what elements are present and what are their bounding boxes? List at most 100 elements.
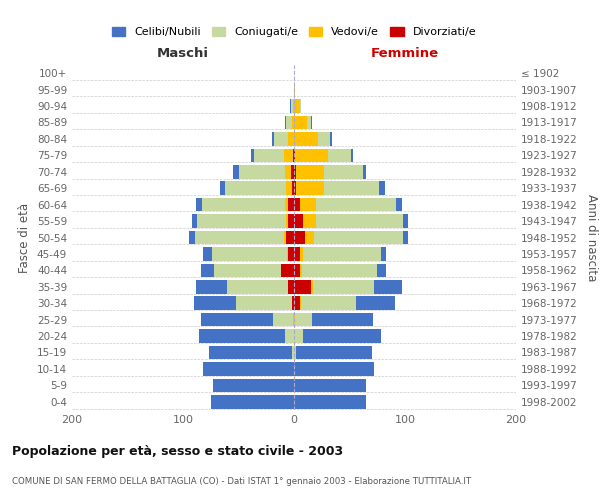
- Bar: [192, 214, 197, 228]
- Bar: [316, 214, 403, 228]
- Bar: [294, 165, 296, 178]
- Bar: [197, 214, 286, 228]
- Bar: [374, 280, 401, 293]
- Bar: [380, 247, 386, 260]
- Bar: [202, 198, 285, 211]
- Text: COMUNE DI SAN FERMO DELLA BATTAGLIA (CO) - Dati ISTAT 1° gennaio 2003 - Elaboraz: COMUNE DI SAN FERMO DELLA BATTAGLIA (CO)…: [12, 478, 471, 486]
- Bar: [296, 165, 324, 178]
- Bar: [286, 116, 292, 129]
- Bar: [303, 247, 380, 260]
- Bar: [316, 198, 396, 211]
- Bar: [285, 165, 290, 178]
- Bar: [212, 247, 287, 260]
- Bar: [296, 346, 372, 359]
- Bar: [285, 330, 294, 343]
- Bar: [281, 264, 294, 277]
- Bar: [254, 148, 284, 162]
- Bar: [292, 346, 294, 359]
- Bar: [273, 313, 293, 326]
- Bar: [293, 100, 294, 113]
- Bar: [294, 231, 305, 244]
- Bar: [284, 148, 293, 162]
- Bar: [356, 296, 395, 310]
- Bar: [286, 231, 294, 244]
- Bar: [292, 182, 294, 195]
- Bar: [289, 214, 294, 228]
- Bar: [227, 280, 289, 293]
- Bar: [296, 182, 324, 195]
- Text: Maschi: Maschi: [157, 47, 209, 60]
- Legend: Celibi/Nubili, Coniugati/e, Vedovi/e, Divorziati/e: Celibi/Nubili, Coniugati/e, Vedovi/e, Di…: [107, 22, 481, 42]
- Bar: [293, 313, 294, 326]
- Bar: [299, 100, 301, 113]
- Bar: [289, 280, 294, 293]
- Bar: [294, 346, 296, 359]
- Bar: [294, 132, 319, 145]
- Bar: [272, 132, 274, 145]
- Bar: [294, 296, 299, 310]
- Bar: [199, 330, 285, 343]
- Bar: [290, 100, 293, 113]
- Bar: [350, 148, 353, 162]
- Bar: [251, 148, 254, 162]
- Bar: [294, 280, 311, 293]
- Bar: [236, 296, 292, 310]
- Bar: [196, 198, 202, 211]
- Bar: [233, 165, 239, 178]
- Bar: [201, 313, 273, 326]
- Bar: [377, 264, 386, 277]
- Bar: [239, 165, 285, 178]
- Bar: [284, 231, 286, 244]
- Bar: [314, 231, 403, 244]
- Bar: [294, 330, 303, 343]
- Bar: [274, 132, 289, 145]
- Bar: [286, 214, 289, 228]
- Bar: [363, 165, 366, 178]
- Bar: [290, 165, 294, 178]
- Bar: [294, 148, 295, 162]
- Bar: [294, 247, 299, 260]
- Bar: [201, 264, 214, 277]
- Bar: [294, 100, 299, 113]
- Bar: [396, 198, 401, 211]
- Bar: [214, 264, 281, 277]
- Bar: [299, 264, 302, 277]
- Bar: [299, 296, 301, 310]
- Bar: [294, 362, 374, 376]
- Bar: [312, 313, 373, 326]
- Bar: [209, 346, 292, 359]
- Bar: [194, 296, 236, 310]
- Bar: [311, 116, 312, 129]
- Bar: [302, 264, 377, 277]
- Bar: [294, 83, 295, 96]
- Bar: [211, 395, 294, 408]
- Bar: [403, 231, 409, 244]
- Bar: [294, 198, 299, 211]
- Bar: [289, 132, 294, 145]
- Bar: [292, 296, 294, 310]
- Bar: [203, 247, 212, 260]
- Bar: [324, 165, 363, 178]
- Bar: [225, 182, 286, 195]
- Bar: [294, 214, 303, 228]
- Bar: [285, 116, 286, 129]
- Bar: [303, 330, 380, 343]
- Bar: [299, 198, 316, 211]
- Bar: [289, 198, 294, 211]
- Bar: [286, 182, 292, 195]
- Bar: [379, 182, 385, 195]
- Bar: [294, 116, 307, 129]
- Bar: [294, 264, 299, 277]
- Bar: [289, 247, 294, 260]
- Bar: [188, 231, 195, 244]
- Bar: [196, 280, 227, 293]
- Bar: [220, 182, 225, 195]
- Bar: [213, 378, 294, 392]
- Bar: [307, 116, 311, 129]
- Bar: [293, 148, 294, 162]
- Bar: [203, 362, 294, 376]
- Bar: [295, 148, 328, 162]
- Bar: [294, 182, 296, 195]
- Bar: [329, 132, 332, 145]
- Text: Popolazione per età, sesso e stato civile - 2003: Popolazione per età, sesso e stato civil…: [12, 445, 343, 458]
